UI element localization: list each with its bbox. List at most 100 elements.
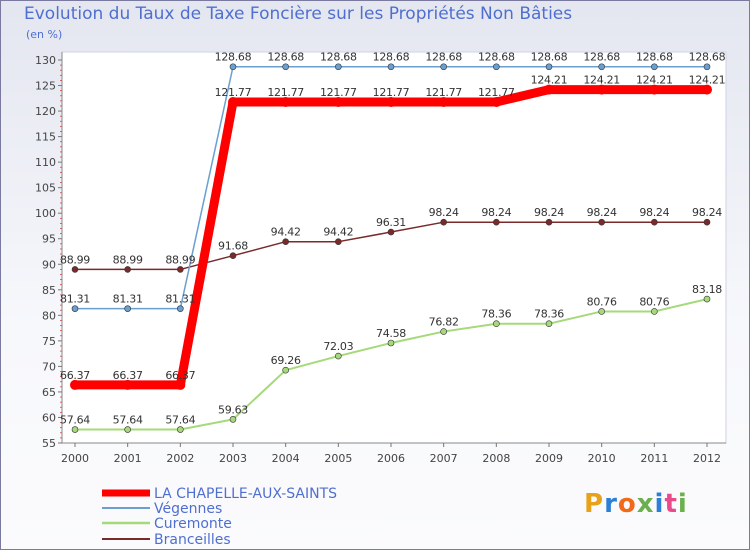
- data-point: [703, 295, 711, 303]
- x-tick-label: 2012: [693, 452, 721, 465]
- data-label: 74.58: [376, 327, 406, 340]
- data-label: 76.82: [429, 316, 459, 329]
- legend-entry-0: LA CHAPELLE-AUX-SAINTS: [102, 486, 337, 502]
- data-label: 98.24: [639, 206, 669, 219]
- legend-entry-2: Curemonte: [102, 516, 232, 532]
- chart-title: Evolution du Taux de Taxe Foncière sur l…: [24, 4, 573, 24]
- data-point: [702, 84, 712, 95]
- data-label: 128.68: [478, 51, 515, 64]
- x-tick-label: 2009: [535, 452, 563, 465]
- data-point: [493, 218, 500, 226]
- data-label: 96.31: [376, 216, 406, 229]
- data-point: [387, 228, 395, 236]
- data-label: 83.18: [692, 283, 722, 296]
- data-point: [703, 218, 711, 226]
- y-tick-label: 130: [35, 54, 56, 67]
- x-tick-label: 2000: [61, 452, 89, 465]
- y-tick-label: 105: [35, 182, 56, 195]
- data-point: [282, 63, 289, 71]
- data-point: [71, 266, 79, 273]
- data-label: 128.68: [583, 51, 620, 64]
- legend-label: Végennes: [154, 501, 222, 517]
- legend-label: LA CHAPELLE-AUX-SAINTS: [154, 486, 337, 502]
- series-1-points: 81.31 81.31 81.31 128.68 128.68 128.68 128.68 1…: [60, 51, 726, 312]
- data-label: 128.68: [531, 51, 568, 64]
- series-2-points: 57.64 57.64 57.64 59.63 69.26 72.03 74.58 76.82…: [60, 283, 723, 433]
- data-label: 94.42: [323, 226, 353, 239]
- legend-entry-1: Végennes: [102, 501, 222, 517]
- data-label: 128.68: [215, 51, 252, 64]
- data-label: 57.64: [60, 414, 90, 427]
- data-point: [387, 339, 395, 347]
- data-point: [282, 366, 289, 374]
- data-point: [598, 308, 605, 315]
- data-label: 128.68: [373, 51, 410, 64]
- data-point: [70, 379, 80, 390]
- y-tick-label: 90: [42, 258, 56, 271]
- data-label: 78.36: [534, 308, 564, 321]
- y-tick-label: 100: [35, 207, 56, 220]
- data-point: [544, 84, 554, 95]
- x-tick-label: 2005: [324, 452, 352, 465]
- plot-area: [61, 51, 727, 444]
- data-label: 121.77: [267, 86, 304, 99]
- data-label: 121.77: [320, 86, 357, 99]
- data-point: [387, 63, 395, 71]
- data-point: [703, 63, 711, 71]
- legend-label: Curemonte: [154, 516, 232, 532]
- data-point: [124, 266, 131, 273]
- data-point: [440, 63, 447, 71]
- y-tick-label: 120: [35, 105, 56, 118]
- data-label: 91.68: [218, 240, 248, 253]
- data-label: 128.68: [267, 51, 304, 64]
- data-point: [438, 97, 449, 108]
- data-label: 81.31: [60, 293, 90, 306]
- data-point: [177, 426, 184, 433]
- data-label: 66.37: [60, 369, 90, 382]
- data-label: 81.31: [165, 293, 195, 306]
- data-label: 121.77: [478, 86, 515, 99]
- y-tick-label: 55: [42, 437, 56, 450]
- data-point: [229, 416, 237, 423]
- data-label: 88.99: [60, 253, 90, 266]
- data-point: [545, 320, 553, 328]
- data-label: 72.03: [323, 340, 353, 353]
- data-label: 124.21: [583, 74, 620, 87]
- y-tick-label: 115: [35, 131, 56, 144]
- data-label: 81.31: [113, 293, 143, 306]
- data-label: 121.77: [215, 86, 252, 99]
- data-label: 98.24: [587, 206, 617, 219]
- data-point: [335, 238, 342, 245]
- data-label: 80.76: [587, 295, 617, 308]
- data-label: 124.21: [636, 74, 673, 87]
- data-label: 128.68: [689, 51, 726, 64]
- logo-letter: i: [654, 489, 665, 519]
- legend: LA CHAPELLE-AUX-SAINTSVégennesCuremonteB…: [102, 486, 337, 548]
- data-point: [71, 305, 79, 312]
- logo-letter: x: [636, 489, 655, 519]
- data-point: [440, 328, 447, 335]
- data-label: 66.37: [165, 369, 195, 382]
- data-point: [545, 218, 553, 226]
- data-label: 59.63: [218, 403, 248, 416]
- data-point: [386, 97, 396, 108]
- logo-letter: P: [584, 489, 605, 519]
- logo-letter: i: [677, 489, 688, 519]
- y-tick-label: 60: [42, 411, 56, 424]
- data-point: [651, 308, 658, 315]
- x-tick-label: 2001: [114, 452, 142, 465]
- data-label: 98.24: [429, 206, 459, 219]
- y-tick-label: 65: [42, 386, 56, 399]
- data-label: 124.21: [531, 74, 568, 87]
- data-label: 128.68: [636, 51, 673, 64]
- data-label: 80.76: [639, 295, 669, 308]
- data-point: [493, 63, 500, 71]
- data-point: [335, 352, 342, 360]
- x-tick-label: 2006: [377, 452, 405, 465]
- y-tick-label: 70: [42, 360, 56, 373]
- data-label: 98.24: [692, 206, 722, 219]
- data-point: [175, 379, 186, 390]
- series-0-points: 66.37 66.37 66.37 121.77 121.77 121.77 121.77 1…: [60, 74, 726, 390]
- data-point: [649, 84, 660, 95]
- data-point: [335, 63, 342, 71]
